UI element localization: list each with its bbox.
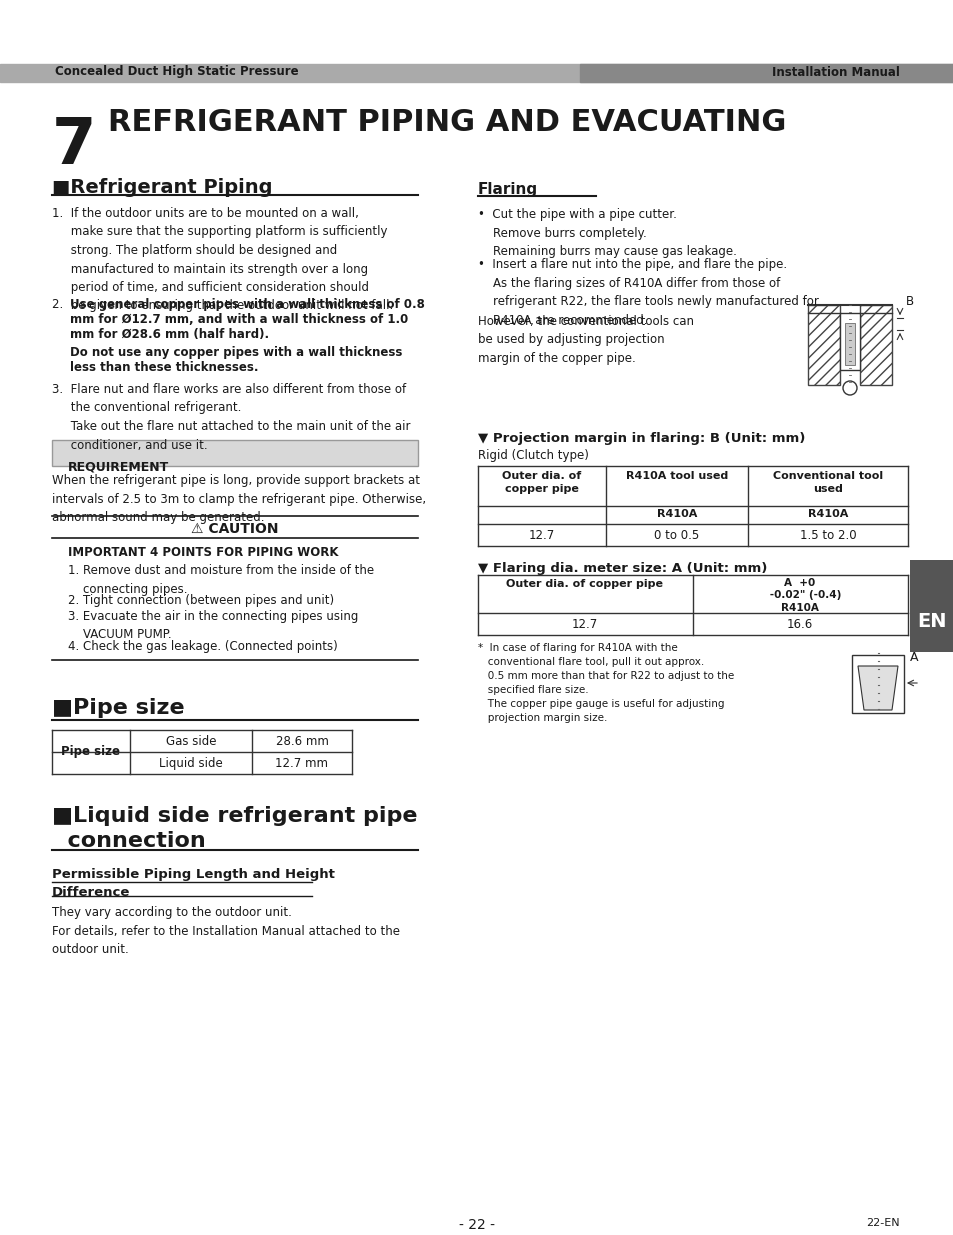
Text: Conventional tool
used: Conventional tool used [772,471,882,494]
Text: mm for Ø28.6 mm (half hard).: mm for Ø28.6 mm (half hard). [70,329,269,341]
Circle shape [842,382,856,395]
Bar [52,440,417,466]
Text: A: A [909,651,918,664]
Text: Liquid side: Liquid side [159,757,223,769]
Text: 2. Tight connection (between pipes and unit): 2. Tight connection (between pipes and u… [68,594,334,606]
Text: *  In case of flaring for R410A with the
   conventional flare tool, pull it out: * In case of flaring for R410A with the … [477,643,734,722]
Text: R410A: R410A [807,509,847,519]
Text: 1. Remove dust and moisture from the inside of the
    connecting pipes.: 1. Remove dust and moisture from the ins… [68,564,374,595]
Text: ▼ Flaring dia. meter size: A (Unit: mm): ▼ Flaring dia. meter size: A (Unit: mm) [477,562,766,576]
Text: 12.7: 12.7 [528,529,555,542]
Text: 1.5 to 2.0: 1.5 to 2.0 [799,529,856,542]
Text: REQUIREMENT: REQUIREMENT [68,459,169,473]
Text: Gas side: Gas side [166,735,216,748]
Text: R410A: R410A [656,509,697,519]
Text: 28.6 mm: 28.6 mm [275,735,328,748]
Text: Pipe size: Pipe size [61,746,120,758]
Text: Use general copper pipes with a wall thickness of 0.8: Use general copper pipes with a wall thi… [70,298,424,311]
Text: ⚠ CAUTION: ⚠ CAUTION [191,522,278,536]
Text: less than these thicknesses.: less than these thicknesses. [70,361,258,374]
Text: 7: 7 [52,115,96,177]
Text: 2.: 2. [52,298,71,311]
Text: REFRIGERANT PIPING AND EVACUATING: REFRIGERANT PIPING AND EVACUATING [108,107,785,137]
Text: They vary according to the outdoor unit.
For details, refer to the Installation : They vary according to the outdoor unit.… [52,906,399,956]
Text: B: B [905,295,913,308]
Text: - 22 -: - 22 - [458,1218,495,1233]
Text: •  Cut the pipe with a pipe cutter.
    Remove burrs completely.
    Remaining b: • Cut the pipe with a pipe cutter. Remov… [477,207,736,258]
Text: Outer dia. of copper pipe: Outer dia. of copper pipe [506,579,662,589]
Bar [851,655,903,713]
Text: 3.  Flare nut and flare works are also different from those of
     the conventi: 3. Flare nut and flare works are also di… [52,383,410,452]
Bar [0,64,953,82]
Text: IMPORTANT 4 POINTS FOR PIPING WORK: IMPORTANT 4 POINTS FOR PIPING WORK [68,546,338,559]
Bar [807,305,840,385]
Text: ■Pipe size: ■Pipe size [52,698,185,718]
Text: R410A tool used: R410A tool used [625,471,727,480]
Text: 4. Check the gas leakage. (Connected points): 4. Check the gas leakage. (Connected poi… [68,640,337,653]
Text: Permissible Piping Length and Height
Difference: Permissible Piping Length and Height Dif… [52,868,335,899]
Text: EN: EN [916,613,945,631]
Text: 0 to 0.5: 0 to 0.5 [654,529,699,542]
Text: Rigid (Clutch type): Rigid (Clutch type) [477,450,588,462]
Text: ▼ Projection margin in flaring: B (Unit: mm): ▼ Projection margin in flaring: B (Unit:… [477,432,804,445]
Text: Outer dia. of
copper pipe: Outer dia. of copper pipe [502,471,581,494]
Bar [909,559,953,652]
Bar [840,312,859,370]
Text: A  +0
   -0.02" (-0.4)
R410A: A +0 -0.02" (-0.4) R410A [758,578,841,613]
Text: 12.7 mm: 12.7 mm [275,757,328,769]
Text: Do not use any copper pipes with a wall thickness: Do not use any copper pipes with a wall … [70,346,402,359]
Text: 3. Evacuate the air in the connecting pipes using
    VACUUM PUMP.: 3. Evacuate the air in the connecting pi… [68,610,358,641]
Text: ■Liquid side refrigerant pipe
  connection: ■Liquid side refrigerant pipe connection [52,806,417,851]
Text: 16.6: 16.6 [786,618,812,631]
Text: mm for Ø12.7 mm, and with a wall thickness of 1.0: mm for Ø12.7 mm, and with a wall thickne… [70,312,408,326]
Text: 1.  If the outdoor units are to be mounted on a wall,
     make sure that the su: 1. If the outdoor units are to be mounte… [52,207,393,312]
Text: Installation Manual: Installation Manual [771,65,899,79]
Text: 12.7: 12.7 [571,618,598,631]
Bar [859,305,891,385]
Text: When the refrigerant pipe is long, provide support brackets at
intervals of 2.5 : When the refrigerant pipe is long, provi… [52,474,426,524]
Bar [844,324,854,366]
Text: ■Refrigerant Piping: ■Refrigerant Piping [52,178,273,198]
Text: 22-EN: 22-EN [865,1218,899,1228]
Text: •  Insert a flare nut into the pipe, and flare the pipe.
    As the flaring size: • Insert a flare nut into the pipe, and … [477,258,818,326]
Text: Flaring: Flaring [477,182,537,198]
Text: Concealed Duct High Static Pressure: Concealed Duct High Static Pressure [55,65,298,79]
Bar [579,64,953,82]
Polygon shape [857,666,897,710]
Text: However, the conventional tools can
be used by adjusting projection
margin of th: However, the conventional tools can be u… [477,315,693,366]
